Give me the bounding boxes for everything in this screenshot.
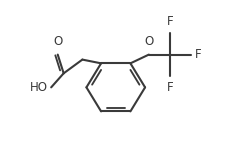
Text: F: F	[195, 48, 202, 61]
Text: F: F	[167, 81, 173, 94]
Text: O: O	[144, 35, 153, 48]
Text: F: F	[167, 15, 173, 28]
Text: O: O	[53, 35, 62, 48]
Text: HO: HO	[30, 81, 48, 94]
